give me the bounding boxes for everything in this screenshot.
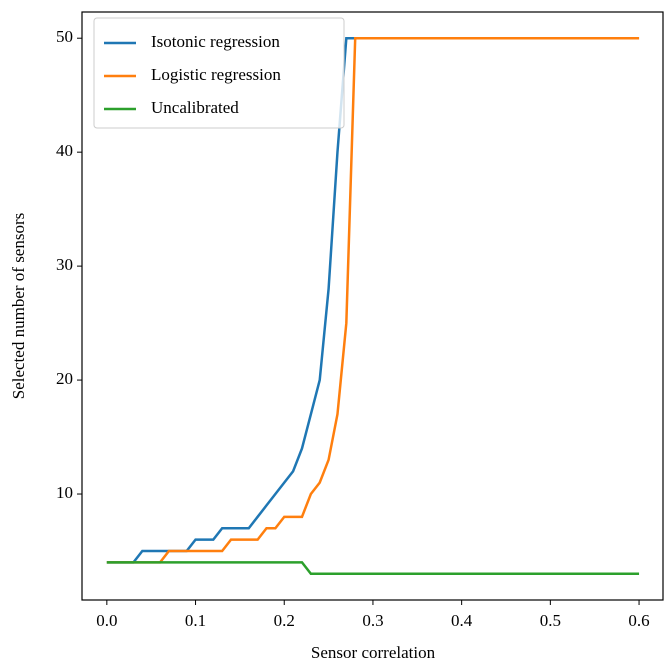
x-tick-label: 0.4 xyxy=(451,611,473,630)
legend-label: Logistic regression xyxy=(151,65,281,84)
data-line xyxy=(106,561,640,576)
legend-box xyxy=(93,17,345,129)
y-tick-label: 30 xyxy=(56,255,73,274)
y-tick-label: 10 xyxy=(56,483,73,502)
x-tick-label: 0.5 xyxy=(540,611,561,630)
plot-frame xyxy=(81,11,664,601)
x-tick-label: 0.6 xyxy=(628,611,649,630)
y-tick-label: 40 xyxy=(56,141,73,160)
legend-label: Isotonic regression xyxy=(151,32,280,51)
x-tick-label: 0.2 xyxy=(274,611,295,630)
y-tick-label: 50 xyxy=(56,27,73,46)
x-axis-label: Sensor correlation xyxy=(311,643,436,662)
data-line xyxy=(106,36,640,564)
legend-label: Uncalibrated xyxy=(151,98,239,117)
x-tick-label: 0.0 xyxy=(96,611,117,630)
x-tick-label: 0.1 xyxy=(185,611,206,630)
y-tick-label: 20 xyxy=(56,369,73,388)
y-axis-label: Selected number of sensors xyxy=(9,213,28,399)
x-tick-label: 0.3 xyxy=(362,611,383,630)
